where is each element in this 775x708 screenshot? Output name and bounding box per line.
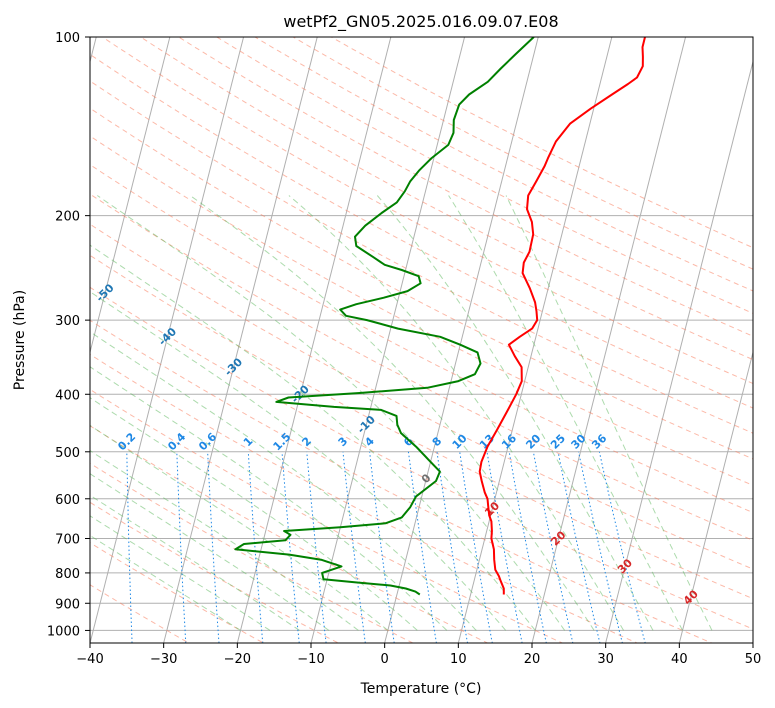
mixing-ratio-line: [176, 451, 187, 643]
x-tick-label: −20: [224, 652, 251, 667]
dry-adiabat-line: [90, 107, 753, 460]
x-tick-label: 0: [381, 652, 389, 667]
x-tick-label: −30: [150, 652, 177, 667]
y-tick-label: 900: [55, 597, 80, 612]
moist-adiabat-line: [90, 366, 448, 631]
isotherm-line: [531, 37, 687, 643]
y-tick-label: 500: [55, 446, 80, 461]
moist-adiabat-line: [448, 195, 683, 631]
mixing-ratio-line: [247, 451, 264, 643]
x-tick-label: 50: [745, 652, 762, 667]
y-tick-label: 1000: [47, 624, 80, 639]
moist-adiabat-line: [90, 424, 389, 631]
mixing-ratio-line: [281, 451, 300, 643]
isotherm-line: [90, 37, 171, 355]
mixing-ratio-line: [508, 451, 547, 643]
x-tick-label: −40: [76, 652, 103, 667]
profile-lines: [234, 37, 646, 596]
mixing-ratio-line: [306, 451, 327, 643]
isotherm-line: [90, 37, 245, 643]
dry-adiabat-line: [90, 53, 753, 409]
isotherm-line: [236, 37, 392, 643]
moist-adiabat-line: [505, 195, 713, 631]
dry-adiabat-line: [139, 37, 753, 361]
mixing-ratio-line: [578, 451, 623, 643]
mixing-ratio-line: [126, 451, 133, 643]
x-axis-ticks: −40 −30 −20 −10 0 10 20 30 40 50: [76, 643, 761, 667]
dry-adiabat-line: [90, 286, 753, 630]
isotherm-line: [163, 37, 318, 643]
dry-adiabat-line: [90, 319, 713, 643]
mixing-ratio-line: [407, 451, 437, 643]
mixing-ratio-line: [532, 451, 574, 643]
x-tick-label: 20: [524, 652, 541, 667]
x-tick-label: 10: [450, 652, 467, 667]
isotherm-line: [457, 37, 613, 643]
moist-adiabat-line: [90, 397, 418, 631]
plot-frame: [89, 36, 754, 644]
dry-adiabat-line: [101, 37, 753, 385]
y-tick-label: 800: [55, 567, 80, 582]
y-tick-label: 700: [55, 533, 80, 548]
moist-adiabat-line: [90, 291, 507, 631]
y-tick-label: 200: [55, 210, 80, 225]
mixing-ratio-line: [598, 451, 646, 643]
y-axis-label: Pressure (hPa): [12, 290, 28, 390]
y-tick-label: 600: [55, 493, 80, 508]
dry-adiabat-line: [90, 80, 753, 434]
mixing-ratio-line: [557, 451, 601, 643]
mixing-ratio-line: [436, 451, 469, 643]
x-axis-label: Temperature (°C): [360, 681, 482, 697]
mixing-ratio-line: [459, 451, 493, 643]
moist-adiabat-line: [90, 473, 330, 631]
dry-adiabat-line: [90, 193, 753, 541]
background-lines: [90, 37, 753, 643]
temperature-line: [478, 37, 646, 595]
x-tick-label: 30: [597, 652, 614, 667]
moist-adiabat-line: [189, 195, 595, 631]
mixing-ratio-line: [207, 451, 220, 643]
mixing-ratio-line: [486, 451, 523, 643]
x-tick-label: 40: [671, 652, 688, 667]
isotherm-line: [678, 350, 753, 643]
mixing-ratio-line: [342, 451, 366, 643]
chart-title: wetPf2_GN05.2025.016.09.07.E08: [283, 12, 558, 32]
y-tick-label: 300: [55, 314, 80, 329]
dry-adiabat-line: [292, 37, 753, 270]
y-tick-label: 100: [55, 31, 80, 46]
moist-adiabat-line: [90, 534, 241, 631]
moist-adiabat-line: [90, 331, 477, 631]
moist-adiabat-line: [288, 195, 625, 631]
mixing-ratio-line: [369, 451, 395, 643]
moist-adiabat-line: [97, 195, 566, 631]
dry-adiabat-line: [90, 223, 753, 570]
dry-adiabat-line: [90, 501, 340, 643]
x-tick-label: −10: [297, 652, 324, 667]
dry-adiabat-line: [90, 425, 489, 643]
y-axis-ticks: 100 200 300 400 500 600 700 800 900 1000: [47, 31, 90, 639]
moist-adiabat-line: [90, 449, 359, 631]
isotherm-line: [605, 59, 753, 643]
dry-adiabat-line: [215, 37, 753, 314]
dewpoint-line: [234, 37, 535, 596]
isotherm-line: [384, 37, 539, 643]
y-tick-label: 400: [55, 388, 80, 403]
